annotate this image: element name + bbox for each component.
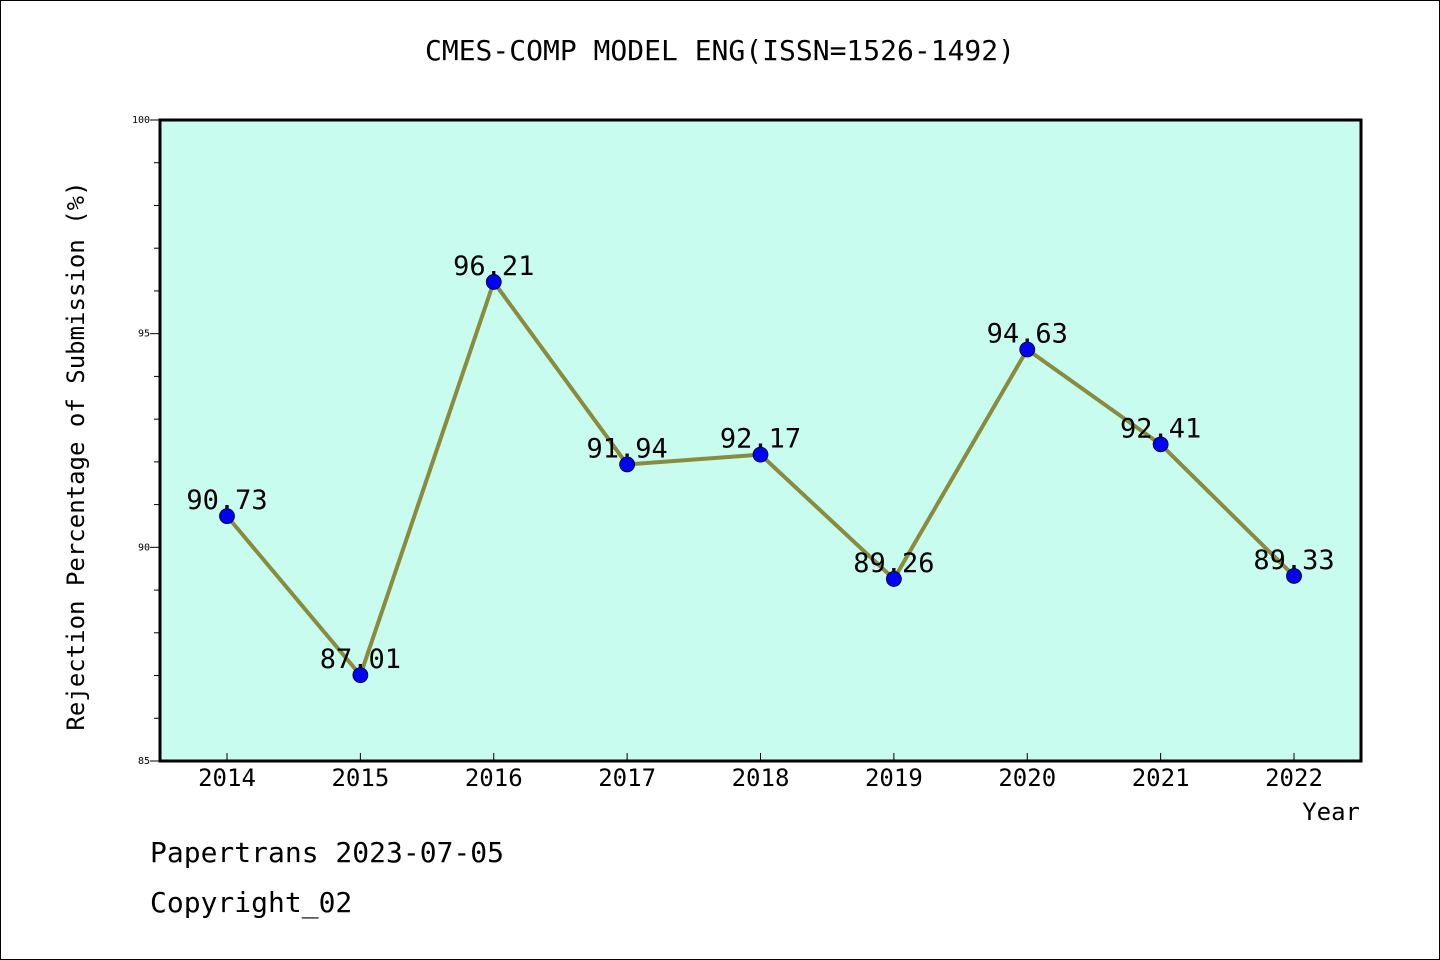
data-point bbox=[1286, 568, 1302, 584]
data-label: 92.41 bbox=[1120, 413, 1201, 444]
data-label: 87.01 bbox=[320, 644, 401, 675]
x-tick-label: 2018 bbox=[732, 764, 790, 792]
data-point bbox=[352, 667, 369, 684]
data-point bbox=[485, 274, 502, 290]
x-tick-label: 2021 bbox=[1132, 764, 1190, 792]
x-tick-label: 2020 bbox=[998, 764, 1056, 792]
data-label: 94.63 bbox=[987, 318, 1068, 349]
data-point bbox=[1152, 436, 1169, 453]
x-tick-label: 2015 bbox=[331, 764, 389, 792]
y-tick-label: 100 bbox=[132, 115, 150, 126]
x-tick-label: 2014 bbox=[198, 764, 256, 792]
chart-title: CMES-COMP MODEL ENG(ISSN=1526-1492) bbox=[424, 34, 1015, 67]
y-axis-label: Rejection Percentage of Submission (%) bbox=[62, 181, 90, 730]
footer-date: Papertrans 2023-07-05 bbox=[150, 836, 505, 869]
x-tick-label: 2016 bbox=[465, 764, 523, 792]
data-label: 91.94 bbox=[586, 433, 667, 464]
data-point bbox=[219, 508, 235, 525]
footer-copyright: Copyright_02 bbox=[150, 886, 353, 919]
y-tick-label: 90 bbox=[138, 542, 150, 553]
data-point bbox=[885, 571, 902, 587]
x-tick-label: 2019 bbox=[865, 764, 923, 792]
data-label: 89.33 bbox=[1253, 545, 1334, 576]
y-tick-label: 85 bbox=[138, 756, 150, 767]
data-label: 92.17 bbox=[720, 424, 801, 455]
data-label: 89.26 bbox=[853, 548, 934, 579]
x-tick-label: 2017 bbox=[598, 764, 656, 792]
x-axis-label: Year bbox=[1302, 798, 1360, 826]
plot-border bbox=[158, 118, 1363, 763]
data-point bbox=[1019, 341, 1036, 358]
x-tick-label: 2022 bbox=[1265, 764, 1323, 792]
y-tick-label: 95 bbox=[138, 329, 150, 340]
data-point bbox=[619, 456, 636, 473]
data-label: 90.73 bbox=[186, 485, 267, 516]
data-point bbox=[752, 446, 769, 463]
data-label: 96.21 bbox=[453, 251, 534, 282]
